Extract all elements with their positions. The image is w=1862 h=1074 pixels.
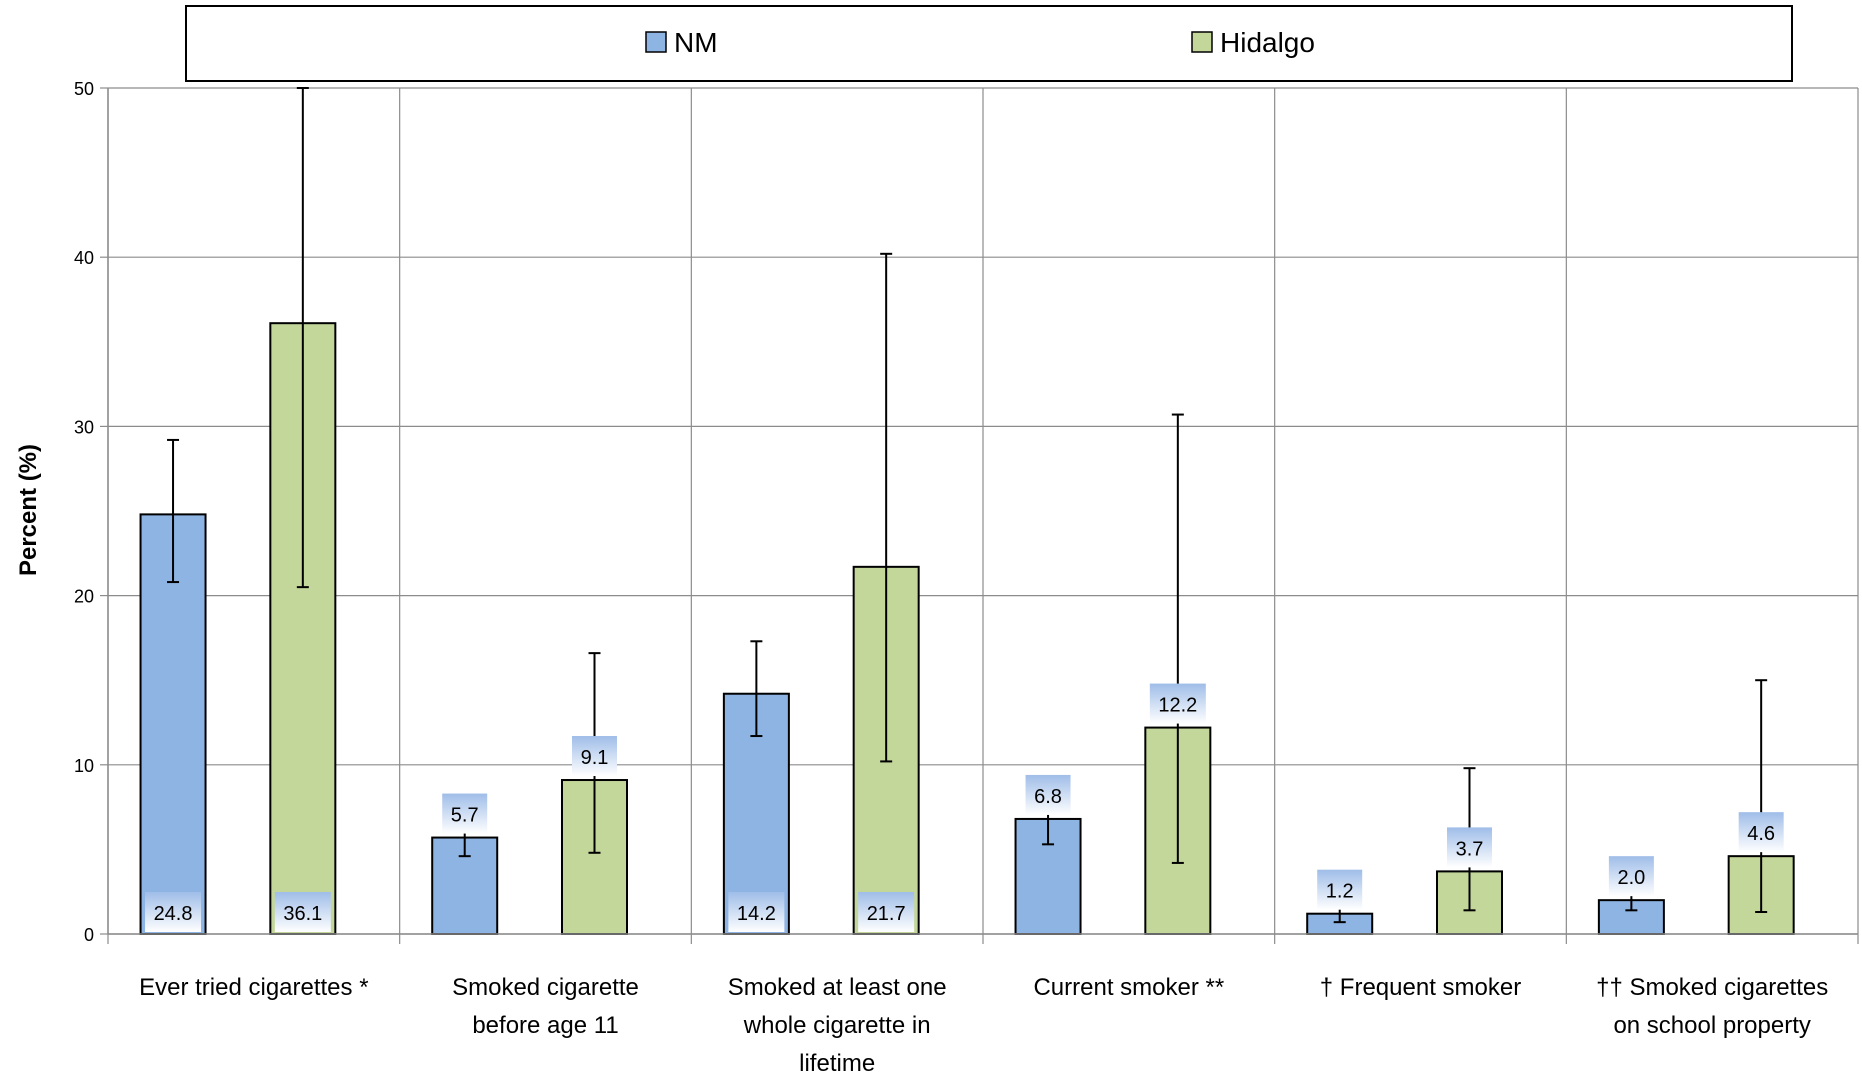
data-label-box [442,793,488,834]
data-label-box [274,892,331,932]
y-tick-label: 50 [74,79,94,99]
data-label: 9.1 [572,736,617,777]
data-label-text: 14.2 [737,903,776,925]
legend-label-hidalgo: Hidalgo [1220,27,1315,58]
data-label-box [1025,774,1071,815]
data-label-text: 1.2 [1326,881,1354,903]
x-category-label: on school property [1613,1012,1810,1039]
error-bar [167,438,180,584]
y-axis-label: Percent (%) [15,444,42,576]
y-tick-label: 20 [74,587,94,607]
legend-box [185,5,1793,82]
data-label-text: 12.2 [1158,695,1197,717]
bar-nm [139,513,207,935]
error-bar [750,640,763,738]
data-label: 36.1 [274,892,331,932]
y-tick-label: 10 [74,756,94,776]
error-bar [1755,679,1768,914]
y-tick-label: 40 [74,248,94,268]
data-label-box [1149,683,1206,724]
x-category-label: †† Smoked cigarettes [1596,974,1828,1001]
data-label-text: 36.1 [283,903,322,925]
x-category-label: lifetime [799,1050,875,1074]
data-label-box [572,736,617,777]
legend-swatch-hidalgo [1191,31,1213,53]
x-category-label: before age 11 [472,1012,618,1039]
data-label: 2.0 [1608,856,1654,897]
data-label: 12.2 [1149,683,1206,724]
grid-layer [107,87,1859,935]
data-label-text: 21.7 [867,903,906,925]
x-category-label: Smoked at least one [728,974,947,1001]
data-label-text: 2.0 [1617,867,1645,889]
legend-swatch-nm [645,31,667,53]
legend-label-nm: NM [674,27,718,58]
data-label-box [145,892,202,932]
y-tick-label: 0 [84,925,94,945]
error-bar [1171,413,1184,864]
data-label: 21.7 [858,892,915,932]
data-label: 6.8 [1025,774,1071,815]
data-label: 3.7 [1447,827,1492,868]
data-label-text: 3.7 [1456,838,1484,860]
error-bar [296,87,309,589]
data-label: 1.2 [1317,869,1363,910]
data-label-text: 24.8 [154,903,193,925]
error-bar [880,252,893,763]
data-label-box [1447,827,1492,868]
axis-layer: 0 10 20 30 40 50 Ever tried cigarettes * Smoked… [74,79,1859,1074]
data-label-box [858,892,915,932]
x-category-label: whole cigarette in [743,1012,931,1039]
data-label-box [1608,856,1654,897]
x-category-label: † Frequent smoker [1320,974,1521,1001]
data-label-box [1317,869,1363,910]
x-category-label: Smoked cigarette [452,974,639,1001]
data-label-text: 6.8 [1034,786,1062,808]
legend: NM Hidalgo [185,5,1793,82]
data-label: 4.6 [1738,812,1784,853]
x-category-label: Ever tried cigarettes * [139,974,368,1001]
y-tick-label: 30 [74,417,94,437]
data-label-text: 9.1 [581,747,609,769]
data-label-text: 5.7 [451,805,479,827]
data-label: 14.2 [728,892,785,932]
bars-layer: 24.8 5.7 14.2 6.8 1.2 2.0 36.1 9.1 21.7 12.2 3.7 4.… [139,87,1795,936]
data-label-box [1738,812,1784,853]
data-label-box [728,892,785,932]
data-label-text: 4.6 [1747,823,1775,845]
x-category-label: Current smoker ** [1033,974,1224,1001]
data-label: 24.8 [145,892,202,932]
data-label: 5.7 [442,793,488,834]
